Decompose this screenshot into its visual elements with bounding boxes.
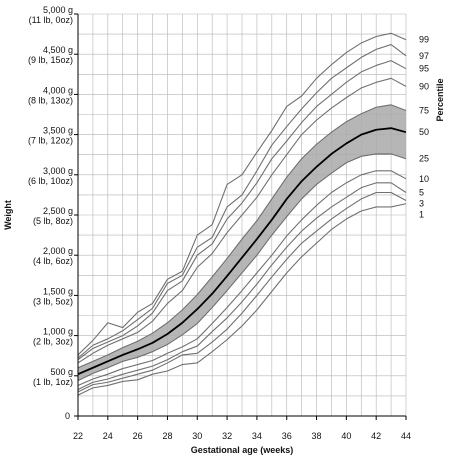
- y-tick-sublabel: (8 lb, 13oz): [28, 95, 73, 105]
- y-tick-label: 5,000 g: [43, 5, 73, 15]
- percentile-line-95: [77, 60, 407, 361]
- x-tick-label: 38: [312, 431, 322, 441]
- y-tick-sublabel: (6 lb, 10oz): [28, 176, 73, 186]
- percentile-line-99: [77, 32, 407, 356]
- x-tick-label: 30: [192, 431, 202, 441]
- y-tick-sublabel: (4 lb, 6oz): [33, 256, 73, 266]
- x-tick-labels: 22 24 26 28 30 32 34 36 38 40 42 44: [73, 431, 411, 441]
- y-tick-label: 4,000 g: [43, 85, 73, 95]
- y-tick-label: 3,000 g: [43, 166, 73, 176]
- y-tick-sublabel: (2 lb, 3oz): [33, 337, 73, 347]
- y-tick-label: 2,500 g: [43, 206, 73, 216]
- percentile-label-1: 1: [419, 209, 424, 219]
- x-tick-label: 40: [341, 431, 351, 441]
- y-axis-title: Weight: [3, 200, 13, 230]
- y-tick-sublabel: (1 lb, 1oz): [33, 377, 73, 387]
- y-tick-label: 1,500 g: [43, 286, 73, 296]
- axes: [74, 13, 407, 420]
- percentile-label-10: 10: [419, 174, 429, 184]
- y-tick-sublabel: (9 lb, 15oz): [28, 55, 73, 65]
- percentile-label-95: 95: [419, 64, 429, 74]
- percentile-band-25-75: [78, 104, 406, 381]
- percentile-label-3: 3: [419, 198, 424, 208]
- y-tick-label: 500 g: [50, 367, 73, 377]
- x-tick-label: 32: [222, 431, 232, 441]
- percentile-line-97: [77, 44, 407, 359]
- x-axis-title: Gestational age (weeks): [191, 445, 294, 455]
- y-tick-sublabel: (3 lb, 5oz): [33, 296, 73, 306]
- x-tick-label: 22: [73, 431, 83, 441]
- y-tick-label: 0: [65, 411, 70, 421]
- y-tick-sublabel: (7 lb, 12oz): [28, 136, 73, 146]
- x-tick-label: 26: [133, 431, 143, 441]
- y-tick-sublabel: (5 lb, 8oz): [33, 216, 73, 226]
- x-tick-label: 34: [252, 431, 262, 441]
- percentile-label-90: 90: [419, 81, 429, 91]
- percentile-line-3: [77, 191, 407, 393]
- percentile-label-50: 50: [419, 127, 429, 137]
- percentile-line-25: [77, 153, 407, 382]
- y-tick-label: 1,000 g: [43, 327, 73, 337]
- percentile-lines: [77, 32, 407, 396]
- percentile-line-1: [77, 203, 407, 396]
- x-tick-label: 28: [162, 431, 172, 441]
- x-tick-label: 36: [282, 431, 292, 441]
- percentile-line-50: [77, 127, 407, 376]
- x-tick-label: 44: [401, 431, 411, 441]
- percentile-label-5: 5: [419, 187, 424, 197]
- y-tick-label: 3,500 g: [43, 126, 73, 136]
- percentile-line-10: [77, 170, 407, 386]
- y-tick-labels: 0 500 g(1 lb, 1oz) 1,000 g(2 lb, 3oz) 1,500…: [28, 5, 73, 421]
- x-tick-label: 42: [371, 431, 381, 441]
- percentile-line-90: [77, 77, 407, 364]
- x-tick-label: 24: [103, 431, 113, 441]
- y-tick-sublabel: (11 lb, 0oz): [29, 15, 73, 25]
- percentile-line-5: [77, 182, 407, 390]
- y-tick-label: 4,500 g: [43, 45, 73, 55]
- percentile-label-75: 75: [419, 105, 429, 115]
- percentile-line-75: [77, 104, 407, 369]
- percentile-axis-title: Percentile: [435, 78, 445, 121]
- percentile-label-99: 99: [419, 35, 429, 45]
- percentile-label-97: 97: [419, 51, 429, 61]
- percentile-label-25: 25: [419, 154, 429, 164]
- y-tick-label: 2,000 g: [43, 246, 73, 256]
- percentile-labels: 99 97 95 90 75 50 25 10 531: [419, 35, 429, 220]
